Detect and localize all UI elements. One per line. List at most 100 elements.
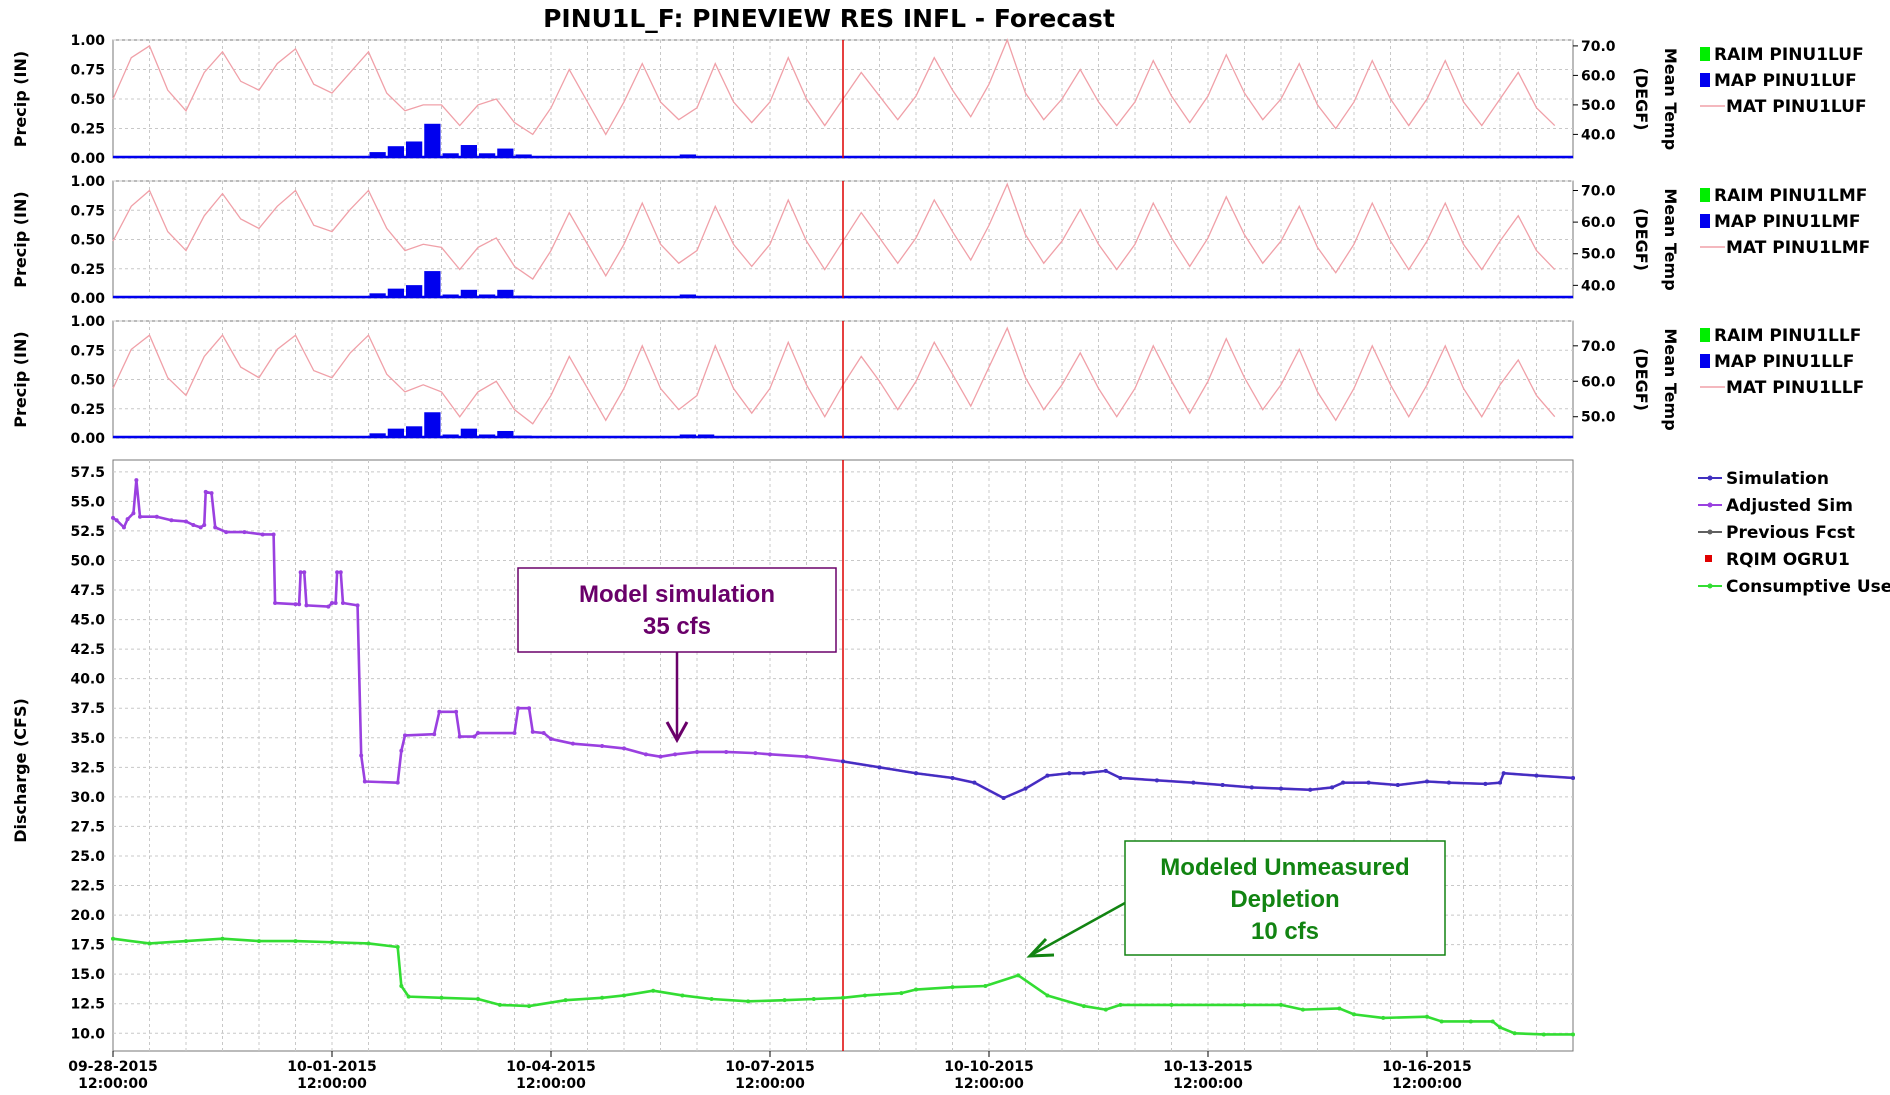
map-bar bbox=[369, 152, 386, 158]
map-bar bbox=[424, 412, 441, 438]
x-tick-date: 10-07-2015 bbox=[725, 1059, 815, 1075]
temp-y-label-unit: (DEGF) bbox=[1632, 208, 1651, 271]
consumptive-use-point bbox=[1103, 1007, 1108, 1012]
legend-label-mat: MAT PINU1LMF bbox=[1726, 238, 1870, 258]
consumptive-use-point bbox=[395, 944, 400, 949]
consumptive-use-point bbox=[439, 995, 444, 1000]
consumptive-use-point bbox=[184, 939, 188, 944]
simulation-point bbox=[1330, 785, 1335, 790]
discharge-y-label: Discharge (CFS) bbox=[11, 698, 30, 843]
precip-legend-3: RAIM PINU1LLF MAP PINU1LLF MAT PINU1LLF bbox=[1700, 326, 1864, 398]
precip-y-tick: 1.00 bbox=[70, 174, 105, 190]
simulation-point bbox=[1220, 783, 1225, 788]
adjusted-sim-point bbox=[209, 491, 214, 496]
adjusted-sim-point bbox=[326, 604, 331, 609]
precip-y-tick: 0.50 bbox=[70, 92, 105, 108]
consumptive-use-point bbox=[563, 998, 568, 1003]
adjusted-sim-point bbox=[395, 780, 400, 785]
consumptive-use-point bbox=[1118, 1002, 1123, 1007]
adjusted-sim-point bbox=[695, 749, 699, 754]
temp-y-label: Mean Temp bbox=[1661, 188, 1680, 290]
model-simulation-label: Model simulation bbox=[579, 581, 775, 608]
precip-y-label: Precip (IN) bbox=[11, 331, 30, 427]
precip-y-tick: 0.00 bbox=[70, 151, 105, 167]
adjusted-sim-point bbox=[134, 478, 139, 483]
temp-y-label: Mean Temp bbox=[1661, 328, 1680, 430]
adjusted-sim-point bbox=[302, 570, 307, 575]
consumptive-use-point bbox=[1571, 1032, 1575, 1037]
consumptive-use-point bbox=[1381, 1015, 1386, 1020]
consumptive-use-point bbox=[1498, 1025, 1502, 1030]
legend-label-raim: RAIM PINU1LUF bbox=[1714, 45, 1864, 65]
precip-panel-3: 1.00 0.75 0.50 0.25 0.00 70.0 60.0 50.0 Precip (… bbox=[11, 314, 1680, 447]
discharge-y-tick: 30.0 bbox=[70, 790, 105, 806]
adjusted-sim-point bbox=[125, 517, 130, 522]
adjusted-sim-point bbox=[472, 734, 477, 739]
adjusted-sim-point bbox=[184, 519, 188, 524]
adjusted-sim-point bbox=[333, 601, 338, 606]
discharge-y-tick: 45.0 bbox=[70, 613, 105, 629]
temp-y-tick: 70.0 bbox=[1581, 39, 1616, 55]
simulation-point bbox=[1001, 796, 1006, 801]
discharge-y-tick: 50.0 bbox=[70, 553, 105, 569]
simulation-point bbox=[1446, 780, 1451, 785]
consumptive-use-point bbox=[1242, 1002, 1247, 1007]
precip-panel-1: 1.00 0.75 0.50 0.25 0.00 70.0 60.0 50.0 40.0 Prec… bbox=[11, 33, 1680, 167]
temp-y-tick: 40.0 bbox=[1581, 278, 1616, 294]
legend-label-map: MAP PINU1LMF bbox=[1714, 212, 1860, 232]
consumptive-use-point bbox=[600, 995, 605, 1000]
precip-y-tick: 0.75 bbox=[70, 203, 105, 219]
map-bar bbox=[479, 153, 496, 158]
adjusted-sim-point bbox=[457, 734, 462, 739]
adjusted-sim-point bbox=[432, 732, 437, 737]
x-tick-time: 12:00:00 bbox=[297, 1076, 367, 1091]
map-bar bbox=[387, 288, 404, 298]
adjusted-sim-point bbox=[203, 489, 208, 494]
adjusted-sim-point bbox=[658, 754, 663, 759]
depletion-label-line1: Modeled Unmeasured bbox=[1160, 854, 1409, 881]
adjusted-sim-point bbox=[541, 731, 546, 736]
legend-swatch-map bbox=[1700, 73, 1710, 87]
discharge-y-tick: 10.0 bbox=[70, 1026, 105, 1042]
adjusted-sim-point bbox=[191, 523, 196, 528]
x-tick-time: 12:00:00 bbox=[735, 1076, 805, 1091]
simulation-point bbox=[1023, 786, 1028, 791]
simulation-point bbox=[1483, 781, 1488, 786]
precip-y-tick: 0.00 bbox=[70, 291, 105, 307]
consumptive-use-point bbox=[399, 983, 404, 988]
temp-y-label-unit: (DEGF) bbox=[1632, 68, 1651, 131]
legend-label: RQIM OGRU1 bbox=[1726, 550, 1850, 570]
consumptive-use-point bbox=[862, 993, 867, 998]
adjusted-sim-point bbox=[330, 601, 334, 606]
legend-label: Simulation bbox=[1726, 469, 1829, 489]
adjusted-sim-point bbox=[202, 523, 207, 528]
x-tick-time: 12:00:00 bbox=[954, 1076, 1024, 1091]
adjusted-sim-point bbox=[804, 754, 809, 759]
temp-y-tick: 40.0 bbox=[1581, 127, 1616, 143]
adjusted-sim-point bbox=[476, 731, 480, 736]
simulation-point bbox=[1395, 783, 1400, 788]
adjusted-sim-point bbox=[293, 602, 298, 607]
adjusted-sim-point bbox=[198, 525, 203, 530]
precip-y-tick: 0.75 bbox=[70, 63, 105, 79]
mat-line bbox=[112, 182, 1556, 280]
consumptive-use-point bbox=[1279, 1002, 1283, 1007]
adjusted-sim-point bbox=[516, 706, 521, 711]
discharge-y-tick: 12.5 bbox=[70, 997, 105, 1013]
legend-label: Consumptive Use bbox=[1726, 577, 1890, 597]
adjusted-sim-point bbox=[673, 752, 678, 757]
temp-y-tick: 60.0 bbox=[1581, 215, 1616, 231]
discharge-y-tick: 17.5 bbox=[70, 938, 105, 954]
simulation-point bbox=[1366, 780, 1371, 785]
simulation-point bbox=[877, 765, 882, 770]
map-bar bbox=[387, 428, 404, 438]
map-bar bbox=[497, 430, 514, 438]
precip-y-label: Precip (IN) bbox=[11, 191, 30, 287]
temp-y-label: Mean Temp bbox=[1661, 48, 1680, 150]
legend-label-raim: RAIM PINU1LLF bbox=[1714, 326, 1861, 346]
depletion-arrow bbox=[1032, 901, 1126, 956]
precip-y-tick: 0.25 bbox=[70, 122, 105, 138]
map-bar bbox=[406, 141, 423, 158]
adjusted-sim-point bbox=[570, 741, 575, 746]
